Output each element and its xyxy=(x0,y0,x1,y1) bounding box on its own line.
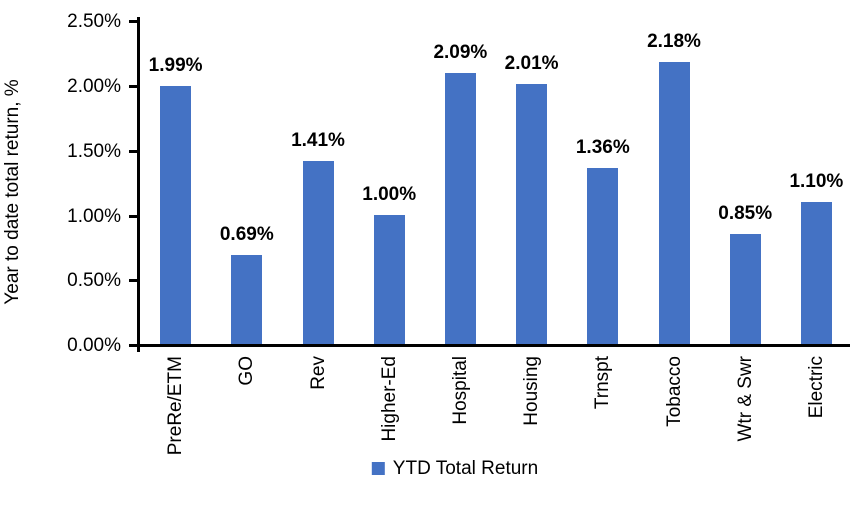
y-axis-line xyxy=(137,17,140,352)
bar-Rev xyxy=(302,161,334,344)
y-tick-label: 2.50% xyxy=(67,11,121,33)
bar-Electric xyxy=(800,201,832,344)
x-category-label: Trnspt xyxy=(592,356,614,410)
x-category-label: Higher-Ed xyxy=(378,356,400,442)
bar-value-label: 1.36% xyxy=(575,136,630,158)
bar-value-label: 1.00% xyxy=(362,183,417,205)
y-tick-label: 1.00% xyxy=(67,205,121,227)
bar-value-label: 1.10% xyxy=(789,170,844,192)
x-category-label: Wtr & Swr xyxy=(734,356,756,442)
y-tick-label: 0.50% xyxy=(67,270,121,292)
x-category-label: Tobacco xyxy=(663,356,685,427)
y-tick-label: 1.50% xyxy=(67,140,121,162)
bar-value-label: 2.09% xyxy=(433,42,488,64)
y-tick-label: 0.00% xyxy=(67,335,121,356)
bar-Trnspt xyxy=(587,167,619,344)
bar-value-label: 2.01% xyxy=(504,52,559,74)
legend: YTD Total Return xyxy=(371,457,539,480)
y-tick-mark xyxy=(129,20,138,24)
bar-Tobacco xyxy=(658,61,690,344)
x-category-label: Rev xyxy=(307,356,329,390)
bar-PreRe/ETM xyxy=(160,86,192,344)
bar-Hospital xyxy=(444,73,476,344)
y-tick-mark xyxy=(129,214,138,218)
x-category-label: Electric xyxy=(805,356,827,419)
y-tick-label: 2.00% xyxy=(67,76,121,97)
bar-GO xyxy=(231,254,263,344)
y-tick-mark xyxy=(129,279,138,283)
bar-value-label: 0.85% xyxy=(718,202,773,224)
x-axis-line xyxy=(137,344,850,347)
bar-value-label: 1.41% xyxy=(291,130,345,152)
legend-series-label: YTD Total Return xyxy=(392,458,539,479)
x-category-label: Housing xyxy=(521,356,543,426)
legend-series-swatch-icon xyxy=(371,462,385,475)
bar-Higher-Ed xyxy=(373,214,405,344)
y-tick-mark xyxy=(129,344,138,347)
y-tick-mark xyxy=(129,149,138,153)
bar-value-label: 1.99% xyxy=(148,55,203,77)
bar-Wtr & Swr xyxy=(729,233,761,344)
bar-Housing xyxy=(516,83,548,344)
x-category-label: GO xyxy=(236,356,258,386)
y-axis-title: Year to date total return, % xyxy=(2,79,23,305)
bar-value-label: 0.69% xyxy=(219,223,274,245)
y-tick-mark xyxy=(129,85,138,88)
x-category-label: Hospital xyxy=(449,356,471,425)
bar-value-label: 2.18% xyxy=(647,30,701,52)
x-category-label: PreRe/ETM xyxy=(165,356,187,456)
